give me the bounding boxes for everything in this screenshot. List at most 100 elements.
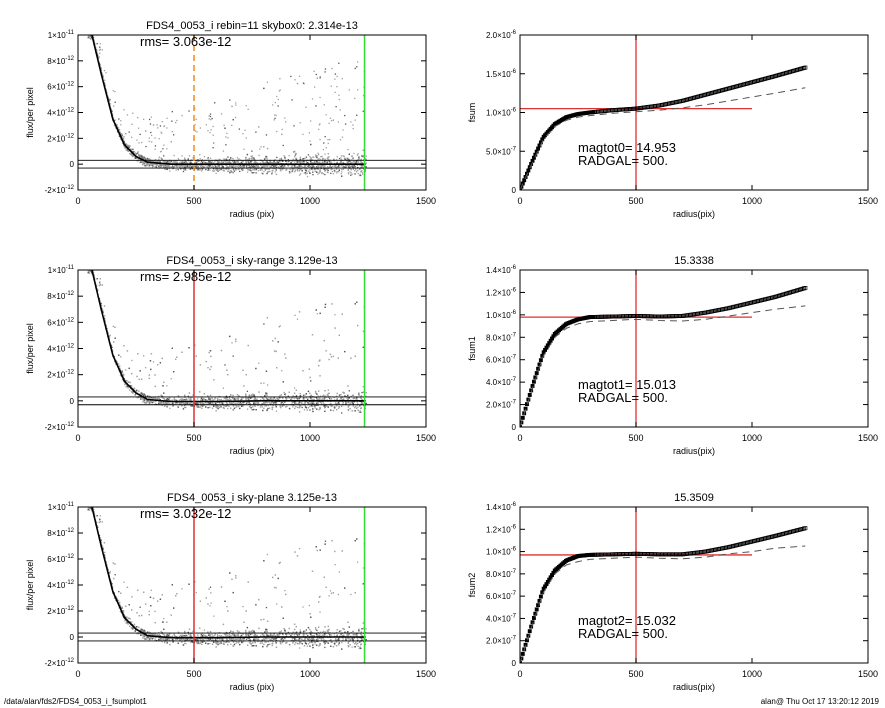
- scatter-point: [310, 143, 312, 146]
- scatter-point: [240, 161, 243, 164]
- y-tick-label: -2×10-12: [45, 185, 75, 195]
- scatter-point: [266, 160, 268, 163]
- scatter-point: [151, 400, 153, 402]
- scatter-point: [161, 132, 163, 134]
- scatter-point: [316, 404, 318, 406]
- scatter-point: [215, 166, 218, 168]
- scatter-point: [299, 166, 301, 168]
- scatter-point: [281, 168, 283, 170]
- scatter-point: [347, 409, 350, 412]
- scatter-point: [245, 393, 247, 395]
- scatter-point: [214, 160, 216, 163]
- scatter-point: [218, 166, 221, 168]
- scatter-point: [289, 172, 291, 174]
- scatter-point: [250, 166, 252, 168]
- scatter-point: [151, 401, 153, 404]
- scatter-point: [141, 155, 143, 158]
- scatter-point: [140, 161, 143, 163]
- scatter-point: [320, 403, 323, 405]
- scatter-point: [253, 172, 255, 174]
- scatter-point: [317, 173, 319, 175]
- scatter-point: [138, 142, 140, 144]
- scatter-point: [311, 167, 314, 170]
- scatter-point: [307, 154, 310, 156]
- scatter-point: [313, 70, 315, 73]
- scatter-point: [202, 403, 205, 405]
- scatter-point: [355, 161, 357, 163]
- scatter-point: [92, 270, 94, 272]
- scatter-point: [190, 168, 192, 170]
- scatter-point: [321, 165, 323, 167]
- scatter-point: [158, 156, 160, 158]
- scatter-point: [178, 159, 180, 161]
- scatter-point: [354, 165, 356, 168]
- scatter-point: [279, 89, 281, 91]
- scatter-point: [166, 117, 168, 119]
- scatter-point: [156, 160, 159, 162]
- scatter-point: [130, 154, 133, 156]
- scatter-point: [275, 173, 278, 176]
- scatter-point: [268, 165, 270, 167]
- scatter-point: [265, 134, 268, 136]
- scatter-point: [166, 148, 168, 150]
- scatter-point: [356, 114, 358, 116]
- scatter-point: [102, 75, 104, 78]
- scatter-point: [291, 165, 294, 167]
- y-axis-label: fsum: [467, 103, 477, 123]
- scatter-point: [158, 402, 160, 405]
- scatter-point: [348, 404, 350, 406]
- scatter-point: [300, 168, 303, 170]
- scatter-point: [209, 113, 212, 115]
- scatter-point: [209, 394, 212, 397]
- scatter-point: [347, 148, 349, 151]
- scatter-point: [354, 119, 356, 121]
- scatter-point: [248, 166, 250, 168]
- scatter-point: [220, 160, 223, 162]
- scatter-point: [360, 170, 363, 172]
- scatter-point: [280, 158, 283, 160]
- scatter-point: [313, 162, 315, 164]
- scatter-point: [310, 156, 312, 159]
- scatter-point: [281, 369, 283, 372]
- scatter-point: [302, 160, 304, 162]
- scatter-point: [358, 155, 360, 158]
- scatter-point: [356, 66, 358, 68]
- scatter-point: [331, 168, 333, 170]
- scatter-point: [315, 73, 317, 76]
- scatter-point: [282, 160, 284, 162]
- scatter-point: [361, 391, 363, 394]
- scatter-point: [236, 165, 238, 167]
- scatter-point: [94, 254, 95, 255]
- scatter-point: [300, 405, 302, 407]
- scatter-point: [113, 361, 116, 363]
- scatter-point: [259, 164, 262, 166]
- scatter-point: [314, 162, 316, 164]
- scatter-point: [248, 169, 251, 171]
- scatter-point: [201, 403, 204, 405]
- scatter-point: [111, 110, 113, 113]
- scatter-point: [114, 90, 116, 93]
- scatter-point: [87, 272, 89, 274]
- scatter-point: [134, 157, 136, 159]
- scatter-point: [341, 412, 343, 414]
- scatter-point: [211, 162, 213, 164]
- scatter-point: [316, 167, 318, 170]
- scatter-point: [337, 165, 340, 167]
- scatter-point: [168, 160, 170, 162]
- scatter-point: [191, 166, 193, 168]
- scatter-point: [249, 169, 251, 172]
- scatter-point: [357, 153, 359, 155]
- scatter-point: [162, 160, 164, 162]
- scatter-point: [224, 158, 226, 161]
- scatter-point: [295, 166, 297, 168]
- scatter-point: [240, 398, 243, 401]
- scatter-point: [227, 407, 229, 410]
- scatter-point: [126, 385, 129, 388]
- scatter-point: [154, 137, 156, 139]
- scatter-point: [362, 386, 364, 388]
- scatter-point: [273, 114, 276, 116]
- scatter-point: [161, 120, 163, 123]
- scatter-point: [175, 358, 177, 361]
- scatter-point: [133, 387, 136, 389]
- scatter-point: [260, 162, 262, 164]
